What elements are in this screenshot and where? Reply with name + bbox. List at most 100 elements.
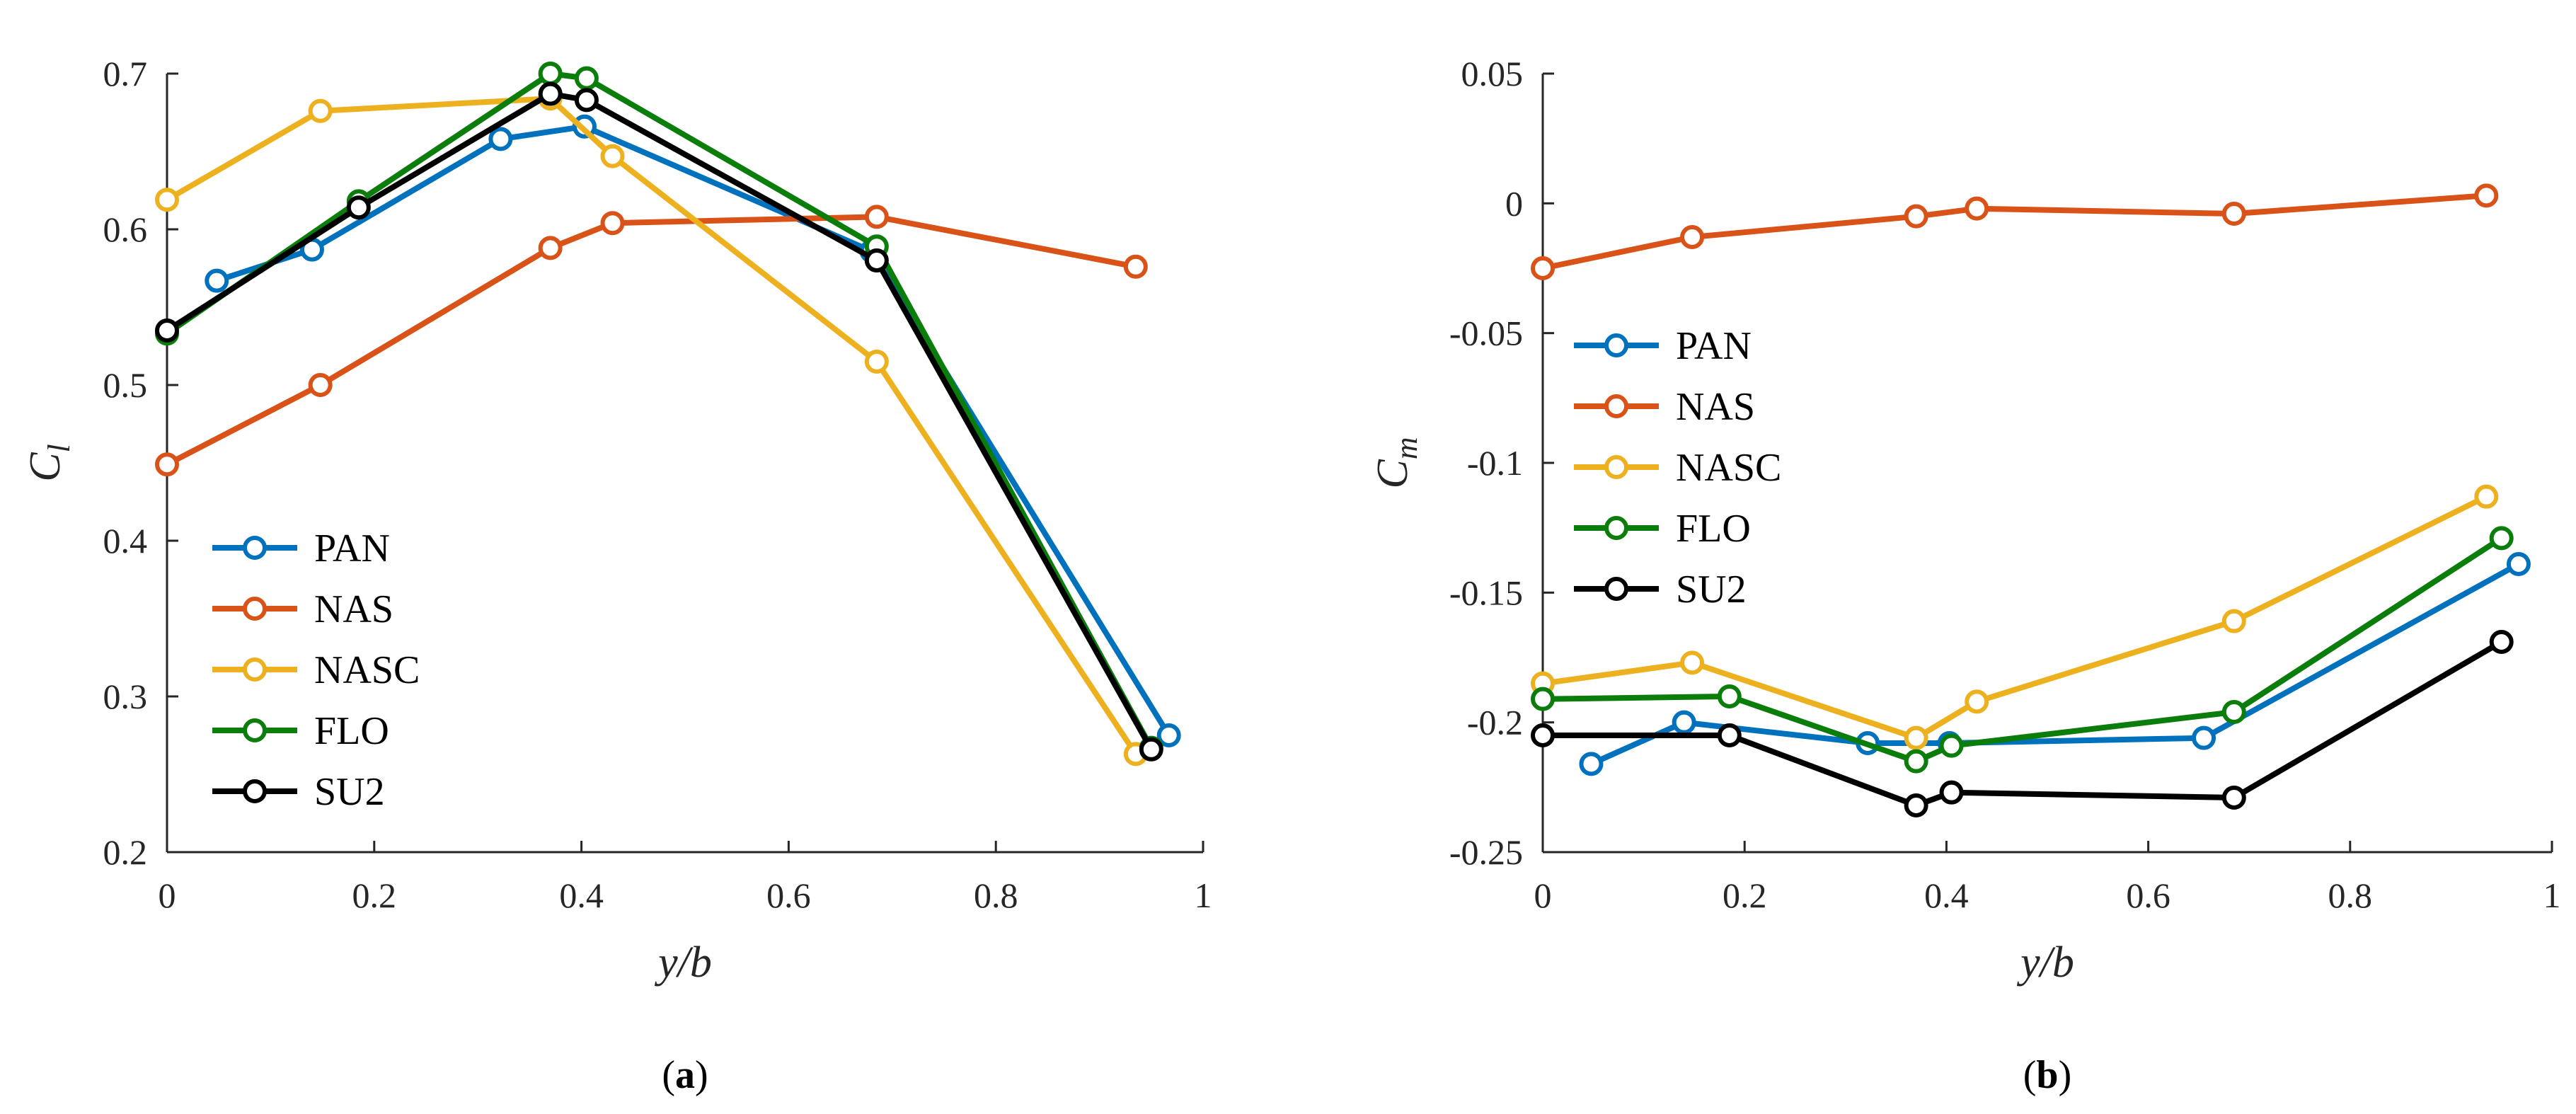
series-line-nas-b — [1540, 193, 2490, 271]
data-point-nas-b — [1904, 204, 1928, 229]
legend-entry-nasc-b: NASC — [1574, 446, 1781, 490]
legend-swatch-marker-nas-a — [243, 597, 267, 621]
legend-swatch-marker-flo-b — [1604, 516, 1628, 540]
data-point-nas-a — [1123, 254, 1148, 279]
y-tick-label-a: 0.3 — [103, 677, 148, 716]
legend-label-nasc-a: NASC — [314, 648, 420, 692]
data-point-pan-b — [1672, 710, 1696, 735]
data-point-pan-b — [2506, 552, 2531, 576]
series-nasc-b — [1531, 484, 2499, 750]
legend-label-nasc-b: NASC — [1676, 446, 1781, 490]
data-point-flo-a — [538, 62, 563, 86]
data-point-nas-a — [600, 211, 625, 236]
data-point-su2-a — [1139, 737, 1163, 762]
data-point-su2-a — [864, 248, 889, 272]
x-tick-label-b: 0.2 — [1723, 875, 1767, 915]
legend-swatch-marker-nasc-b — [1604, 455, 1628, 479]
y-axis-title-b: Cm — [1369, 437, 1424, 488]
data-point-nasc-a — [308, 98, 333, 123]
legend-entry-nas-a: NAS — [212, 587, 393, 631]
y-axis-title-a-base: C — [21, 452, 69, 482]
legend-entry-pan-a: PAN — [212, 527, 390, 570]
x-tick-label-b: 0.6 — [2126, 875, 2170, 915]
legend-label-nas-a: NAS — [314, 587, 393, 631]
data-point-nasc-a — [864, 350, 889, 374]
tick-labels-a: 0 0.2 0.4 0.6 0.8 1 0.2 0.3 0.4 0.5 0.6 0.7 — [103, 54, 1212, 915]
data-point-nasc-b — [1904, 725, 1928, 750]
legend-swatch-marker-pan-b — [1604, 333, 1628, 357]
legend-label-flo-b: FLO — [1676, 507, 1751, 551]
chart-panel-a: 0 0.2 0.4 0.6 0.8 1 0.2 0.3 0.4 0.5 0.6 0.7 PAN NAS N… — [21, 54, 1212, 1097]
series-nas-a — [155, 205, 1148, 477]
series-su2-b — [1531, 630, 2514, 817]
legend-swatch-marker-nas-b — [1604, 394, 1628, 418]
data-point-su2-b — [1939, 780, 1964, 805]
series-layer-a — [155, 62, 1181, 766]
y-tick-label-b: -0.25 — [1449, 832, 1523, 872]
tick-marks-b — [1541, 72, 2553, 854]
series-line-su2-b — [1540, 639, 2505, 808]
series-line-nasc-a — [164, 96, 1139, 757]
x-tick-label-a: 0.4 — [559, 875, 604, 915]
data-point-nas-b — [1680, 225, 1705, 249]
data-point-flo-b — [1904, 749, 1928, 774]
data-point-pan-a — [488, 127, 513, 151]
data-point-flo-b — [2221, 700, 2246, 724]
y-tick-label-b: -0.1 — [1467, 443, 1523, 483]
series-line-flo-a — [164, 71, 1154, 751]
data-point-pan-a — [205, 268, 229, 293]
legend-entry-nasc-a: NASC — [212, 648, 420, 692]
data-point-flo-a — [574, 66, 599, 91]
x-tick-label-b: 0 — [1534, 875, 1552, 915]
data-point-nas-a — [538, 236, 563, 260]
data-point-nas-b — [2474, 183, 2499, 208]
y-axis-title-a: Cl — [21, 444, 76, 482]
data-point-su2-b — [2489, 630, 2514, 654]
x-tick-label-b: 1 — [2543, 875, 2561, 915]
data-point-nasc-b — [2221, 609, 2246, 633]
tick-marks-a — [166, 72, 1204, 854]
data-point-pan-b — [2192, 725, 2216, 750]
legend-entry-pan-b: PAN — [1574, 324, 1752, 368]
data-point-nasc-a — [600, 144, 625, 168]
data-point-nas-a — [308, 373, 333, 397]
y-tick-label-b: -0.05 — [1449, 314, 1523, 353]
series-flo-b — [1531, 526, 2514, 774]
data-point-flo-b — [2489, 526, 2514, 551]
series-line-flo-b — [1540, 535, 2505, 764]
series-nas-b — [1531, 183, 2499, 280]
caption-a-letter: a — [675, 1053, 695, 1097]
data-point-su2-b — [1904, 793, 1928, 817]
series-line-nasc-b — [1540, 493, 2490, 741]
x-tick-label-a: 0 — [159, 875, 176, 915]
legend-entry-su2-a: SU2 — [212, 770, 385, 814]
x-axis-title-b: y/b — [2016, 938, 2074, 987]
data-point-nasc-b — [1965, 689, 1989, 714]
data-point-flo-b — [1717, 684, 1742, 708]
data-point-nas-a — [155, 452, 179, 477]
data-point-nas-b — [2221, 202, 2246, 226]
series-su2-a — [155, 81, 1163, 762]
y-axis-title-b-sub: m — [1389, 437, 1424, 459]
series-layer-b — [1531, 183, 2531, 817]
data-point-nasc-b — [1680, 650, 1705, 675]
x-tick-label-b: 0.4 — [1924, 875, 1969, 915]
series-line-su2-a — [164, 91, 1154, 752]
y-tick-label-a: 0.5 — [103, 365, 148, 405]
caption-b-letter: b — [2036, 1053, 2058, 1097]
legend-entry-nas-b: NAS — [1574, 385, 1755, 429]
caption-a: (a) — [662, 1053, 708, 1097]
legend-swatch-marker-pan-a — [243, 536, 267, 560]
legend-entry-flo-b: FLO — [1574, 507, 1751, 551]
chart-panel-b: 0 0.2 0.4 0.6 0.8 1 -0.25 -0.2 -0.15 -0.1 -0.05 0 0.… — [1369, 54, 2561, 1097]
data-point-nas-b — [1965, 196, 1989, 221]
legend-label-pan-b: PAN — [1676, 324, 1752, 368]
legend-label-pan-a: PAN — [314, 527, 390, 570]
y-axis-title-a-sub: l — [42, 444, 76, 452]
data-point-flo-b — [1939, 733, 1964, 758]
caption-b: (b) — [2023, 1053, 2071, 1097]
data-point-su2-a — [155, 318, 179, 343]
y-tick-label-a: 0.2 — [103, 832, 148, 872]
data-point-nas-a — [864, 205, 889, 229]
